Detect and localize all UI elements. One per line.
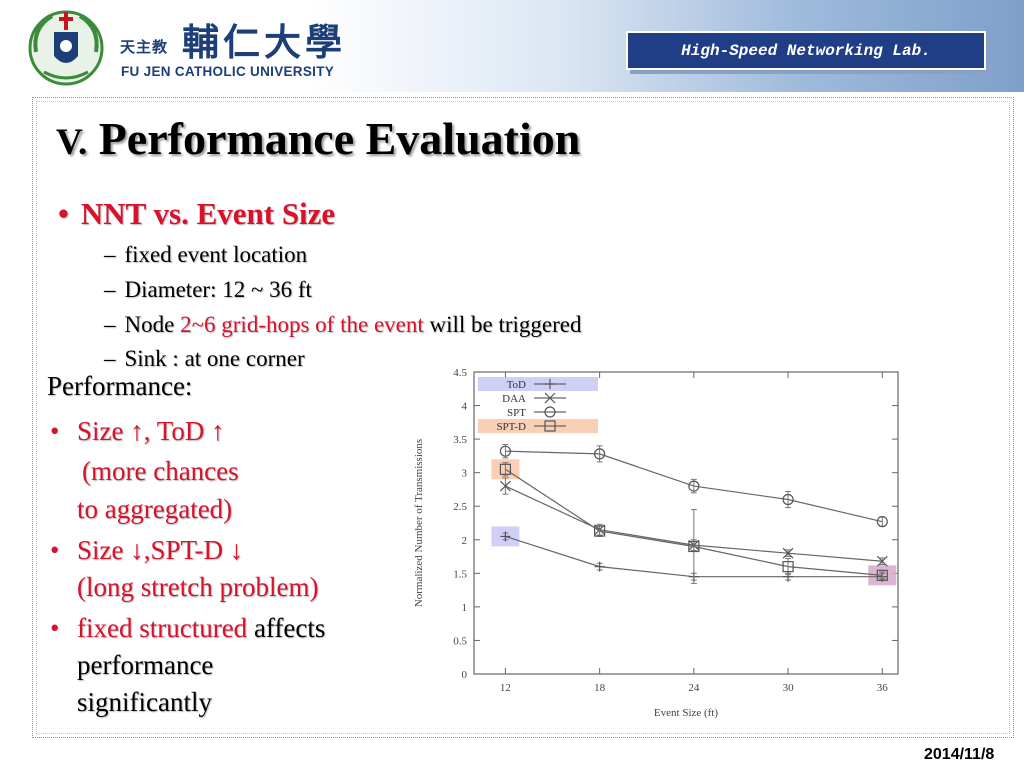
data-point-daa <box>782 547 794 559</box>
y-tick-label: 3.5 <box>453 434 467 446</box>
y-tick-label: 0.5 <box>453 635 467 647</box>
performance-heading: Performance: <box>47 371 193 401</box>
data-point-spt-d <box>876 569 888 581</box>
legend-marker-spt <box>544 406 556 418</box>
performance-item-3-red: fixed structured <box>77 613 248 643</box>
legend-label-tod: ToD <box>507 379 526 391</box>
data-point-spt-d <box>594 525 606 537</box>
x-tick-label: 36 <box>877 682 889 694</box>
legend-marker-spt-d <box>544 420 556 432</box>
sub-bullet-1: – fixed event location <box>104 242 307 268</box>
lab-name-banner: High-Speed Networking Lab. <box>626 31 986 70</box>
sub-bullet-4: – Sink : at one corner <box>104 346 305 372</box>
data-point-daa <box>499 480 511 492</box>
y-tick-label: 4.5 <box>453 367 467 379</box>
sub-bullet-2: – Diameter: 12 ~ 36 ft <box>104 277 312 303</box>
performance-item-2-line-2: (long stretch problem) <box>77 572 319 602</box>
data-point-spt <box>688 480 700 492</box>
university-name-cn: 輔仁大學 <box>182 20 346 64</box>
sub-bullet-3-before: Node <box>124 312 181 337</box>
university-crest-icon <box>28 10 104 86</box>
main-bullet: • NNT vs. Event Size <box>58 196 335 232</box>
performance-item-3: fixed structured affects <box>77 613 325 644</box>
x-axis-label: Event Size (ft) <box>654 707 718 719</box>
performance-item-1: Size ↑, ToD ↑ <box>77 416 225 446</box>
university-sub-title: 天主教 <box>120 38 169 56</box>
data-point-spt <box>594 448 606 460</box>
performance-item-3-black: affects <box>253 613 326 643</box>
legend-marker-daa <box>544 392 556 404</box>
sub-bullet-3-after: will be triggered <box>423 312 582 337</box>
dash-icon: – <box>104 277 116 302</box>
slide-title-lead: V. <box>56 122 88 163</box>
performance-item-3-line-2: performance <box>77 650 214 680</box>
sub-bullet-4-text: Sink : at one corner <box>124 346 305 371</box>
x-tick-label: 12 <box>500 682 511 694</box>
bullet-dot-icon: • <box>50 613 60 643</box>
sub-bullet-2-text: Diameter: 12 ~ 36 ft <box>124 277 312 302</box>
y-tick-label: 3 <box>462 468 468 480</box>
y-tick-label: 2 <box>462 535 468 547</box>
y-tick-label: 0 <box>462 669 468 681</box>
data-point-daa <box>876 555 888 567</box>
data-point-spt-d <box>499 463 512 475</box>
legend-label-daa: DAA <box>502 393 526 405</box>
plot-area <box>473 371 899 675</box>
sub-bullet-1-text: fixed event location <box>124 242 308 267</box>
bullet-dot-icon: • <box>50 416 60 446</box>
dash-icon: – <box>104 242 116 267</box>
x-tick-label: 24 <box>688 682 700 694</box>
content-frame <box>32 97 1014 738</box>
slide-date: 2014/11/8 <box>924 746 995 763</box>
content-frame-inner <box>36 101 1010 734</box>
y-tick-label: 4 <box>462 401 468 413</box>
data-point-spt <box>499 445 512 457</box>
y-axis-label: Normalized Number of Transmissions <box>413 439 425 607</box>
x-tick-label: 18 <box>594 682 606 694</box>
slide-title: V. Performance Evaluation <box>56 112 580 165</box>
legend-label-spt-d: SPT-D <box>496 421 526 433</box>
slide-title-text: Performance Evaluation <box>87 113 581 164</box>
sub-bullet-3-highlight: 2~6 grid-hops of the event <box>180 312 424 337</box>
data-point-spt-d <box>688 540 700 553</box>
nnt-vs-event-size-chart: 0 0.5 1 1.5 2 2.5 3 3.5 4 4.5 12 18 24 30 36 Event Size… <box>413 367 899 719</box>
y-tick-label: 2.5 <box>453 501 467 513</box>
performance-item-2: Size ↓,SPT-D ↓ <box>77 535 244 565</box>
bullet-dot-icon: • <box>58 196 69 231</box>
y-tick-label: 1 <box>462 602 468 614</box>
dash-icon: – <box>104 312 116 337</box>
dash-icon: – <box>104 346 116 371</box>
performance-item-1-line-2: (more chances <box>82 456 239 486</box>
x-tick-label: 30 <box>783 682 795 694</box>
y-tick-label: 1.5 <box>453 568 467 580</box>
bullet-dot-icon: • <box>50 535 60 565</box>
university-name-en: FU JEN CATHOLIC UNIVERSITY <box>121 64 335 79</box>
performance-item-3-line-3: significantly <box>77 687 212 717</box>
data-point-spt-d <box>782 561 794 573</box>
performance-item-1-line-3: to aggregated) <box>77 494 233 524</box>
sub-bullet-3: – Node 2~6 grid-hops of the event will be… <box>104 312 582 338</box>
slide-header: 天主教 輔仁大學 FU JEN CATHOLIC UNIVERSITY High… <box>0 0 1024 92</box>
main-bullet-text: NNT vs. Event Size <box>80 196 336 231</box>
data-point-spt <box>876 516 888 528</box>
data-point-spt <box>782 493 794 506</box>
legend-label-spt: SPT <box>507 407 526 419</box>
